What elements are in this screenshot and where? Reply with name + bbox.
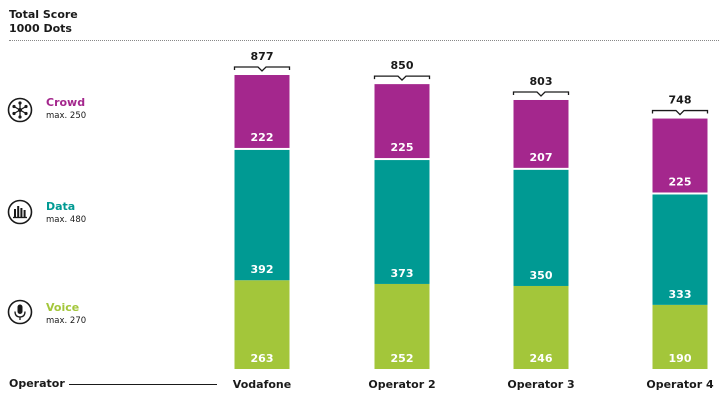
- total-value-3: 803: [530, 75, 553, 88]
- bar-segment-crowd-2: [374, 84, 430, 159]
- total-bracket-2: [373, 75, 431, 82]
- segment-value-data-2: 373: [391, 267, 414, 280]
- data-bars-icon: [7, 199, 33, 225]
- category-label-2: Operator 2: [368, 378, 435, 391]
- header-divider: [9, 40, 719, 41]
- total-bracket-3: [512, 91, 570, 97]
- segment-value-voice-3: 246: [530, 352, 553, 365]
- legend-crowd-max: max. 250: [46, 111, 87, 121]
- legend-voice-max: max. 270: [46, 316, 87, 326]
- total-bracket-4: [651, 109, 709, 116]
- bar-segment-data-2: [374, 160, 430, 284]
- bar-segment-data-3: [513, 169, 569, 286]
- segment-value-data-1: 392: [251, 263, 274, 276]
- bar-segment-crowd-1: [234, 75, 290, 148]
- x-axis-label: Operator: [9, 377, 65, 390]
- bar-segment-crowd-3: [513, 99, 569, 168]
- legend-data-max: max. 480: [46, 215, 87, 225]
- segment-value-voice-2: 252: [391, 352, 414, 365]
- category-label-3: Operator 3: [507, 378, 574, 391]
- bar-segment-voice-4: [652, 304, 708, 369]
- segment-value-crowd-1: 222: [251, 131, 274, 144]
- x-axis-rule: [69, 384, 217, 385]
- total-value-1: 877: [251, 50, 274, 63]
- segment-value-crowd-4: 225: [669, 175, 692, 188]
- bar-segment-data-4: [652, 194, 708, 305]
- chart-title: Total Score: [9, 8, 78, 21]
- segment-value-voice-4: 190: [669, 352, 692, 365]
- microphone-icon: [7, 299, 33, 325]
- segment-value-crowd-3: 207: [530, 151, 553, 164]
- bar-segment-crowd-4: [652, 118, 708, 193]
- category-label-1: Vodafone: [233, 378, 291, 391]
- total-value-4: 748: [669, 94, 692, 107]
- bar-segment-data-1: [234, 149, 290, 281]
- segment-value-crowd-2: 225: [391, 141, 414, 154]
- crowd-network-icon: [7, 97, 33, 123]
- bar-segment-voice-3: [513, 285, 569, 369]
- segment-value-voice-1: 263: [251, 352, 274, 365]
- legend-crowd-label: Crowd: [46, 96, 86, 109]
- segment-value-data-4: 333: [669, 288, 692, 301]
- chart-subtitle: 1000 Dots: [9, 22, 72, 35]
- bar-segment-voice-2: [374, 283, 430, 369]
- legend-data-label: Data: [46, 200, 76, 213]
- segment-value-data-3: 350: [530, 269, 553, 282]
- bar-segment-voice-1: [234, 280, 290, 369]
- total-value-2: 850: [391, 59, 414, 72]
- category-label-4: Operator 4: [646, 378, 714, 391]
- legend-voice-label: Voice: [46, 301, 80, 314]
- total-bracket-1: [233, 66, 291, 72]
